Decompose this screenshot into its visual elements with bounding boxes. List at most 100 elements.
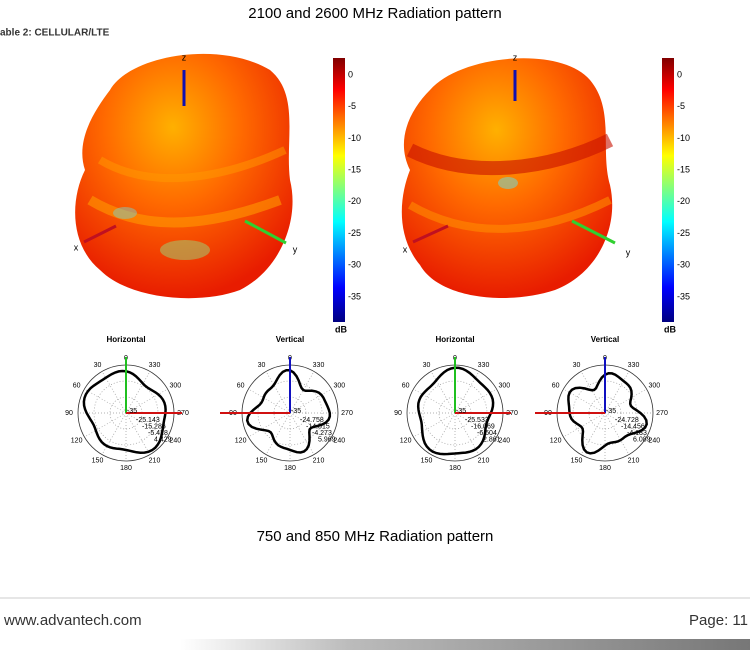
polar-spoke <box>563 412 606 438</box>
section-title: 750 and 850 MHz Radiation pattern <box>257 528 494 545</box>
polar-spoke <box>413 412 456 438</box>
angle-label: 60 <box>73 382 81 389</box>
colorbar-tick: -5 <box>348 101 356 111</box>
axis-label: z <box>513 52 518 62</box>
polar-spoke <box>248 388 291 414</box>
footer-bar <box>180 639 750 650</box>
colorbar-tick: -20 <box>348 196 361 206</box>
angle-label: 300 <box>499 382 511 389</box>
colorbar-tick: -15 <box>677 165 690 175</box>
polar-spoke <box>265 371 291 414</box>
polar-spoke <box>248 412 291 438</box>
footer-url: www.advantech.com <box>3 612 142 629</box>
angle-label: 180 <box>284 465 296 472</box>
angle-label: 210 <box>149 457 161 464</box>
polar-spoke <box>604 412 647 438</box>
axis-label: x <box>74 242 79 252</box>
colorbar-tick: -30 <box>677 260 690 270</box>
angle-label: 60 <box>237 382 245 389</box>
angle-label: 330 <box>628 362 640 369</box>
readout: -14.456 <box>621 423 645 430</box>
polar-spoke <box>125 412 151 455</box>
angle-label: 150 <box>571 457 583 464</box>
readout: 6.089 <box>633 436 651 443</box>
colorbar-tick: 0 <box>677 69 682 79</box>
axis-label: y <box>293 244 298 254</box>
angle-label: 180 <box>599 465 611 472</box>
polar-spoke <box>430 371 456 414</box>
angle-label: 60 <box>402 382 410 389</box>
footer-page: Page: 11 <box>689 612 748 629</box>
colorbar-unit: dB <box>335 324 347 334</box>
colorbar-unit: dB <box>664 324 676 334</box>
polar-spoke <box>604 412 630 455</box>
center-label: -35 <box>291 408 301 415</box>
axis-label: y <box>626 247 631 257</box>
angle-label: 210 <box>478 457 490 464</box>
angle-label: 330 <box>313 362 325 369</box>
polar-spoke <box>265 412 291 455</box>
readout: -16.069 <box>471 423 495 430</box>
angle-label: 90 <box>394 410 402 417</box>
angle-label: 330 <box>149 362 161 369</box>
table-label: able 2: CELLULAR/LTE <box>0 28 110 39</box>
angle-label: 240 <box>334 437 346 444</box>
readout: -5.428 <box>148 430 168 437</box>
angle-label: 240 <box>499 437 511 444</box>
polar-plot: Vertical0306090120150180210240270300330-… <box>220 335 353 472</box>
pattern-3d <box>401 58 674 322</box>
colorbar-tick: 0 <box>348 69 353 79</box>
polar-spoke <box>580 412 606 455</box>
angle-label: 270 <box>656 410 668 417</box>
colorbar-tick: -35 <box>677 291 690 301</box>
pattern-3d <box>75 53 345 322</box>
polar-title: Horizontal <box>435 335 474 344</box>
polar-spoke <box>604 388 647 414</box>
pattern-curve <box>82 369 167 454</box>
angle-label: 120 <box>550 437 562 444</box>
page-title: 2100 and 2600 MHz Radiation pattern <box>248 5 502 22</box>
center-label: -35 <box>127 408 137 415</box>
pattern-curve <box>245 368 332 454</box>
angle-label: 330 <box>478 362 490 369</box>
readout: -6.604 <box>477 430 497 437</box>
polar-spoke <box>289 412 315 455</box>
readout: 4.429 <box>154 436 172 443</box>
center-label: -35 <box>456 408 466 415</box>
polar-spoke <box>430 412 456 455</box>
angle-label: 270 <box>177 410 189 417</box>
angle-label: 270 <box>506 410 518 417</box>
polar-plot: Vertical0306090120150180210240270300330-… <box>535 335 668 472</box>
readout: -25.533 <box>465 417 489 424</box>
angle-label: 300 <box>334 382 346 389</box>
readout: -25.143 <box>136 417 160 424</box>
angle-label: 240 <box>649 437 661 444</box>
angle-label: 210 <box>628 457 640 464</box>
polar-plot: Horizontal030609012015018021024027030033… <box>394 335 518 472</box>
colorbar-tick: -20 <box>677 196 690 206</box>
pattern-curve <box>567 372 648 455</box>
angle-label: 150 <box>92 457 104 464</box>
angle-label: 90 <box>65 410 73 417</box>
polar-spoke <box>454 412 497 438</box>
readout: -15.286 <box>142 423 166 430</box>
angle-label: 120 <box>71 437 83 444</box>
polar-title: Vertical <box>276 335 304 344</box>
polar-spoke <box>125 388 168 414</box>
angle-label: 300 <box>649 382 661 389</box>
axis-label: x <box>403 244 408 254</box>
angle-label: 240 <box>170 437 182 444</box>
axis-label: z <box>182 52 187 62</box>
angle-label: 180 <box>449 465 461 472</box>
colorbar-tick: -30 <box>348 260 361 270</box>
polar-spoke <box>125 412 168 438</box>
polar-title: Horizontal <box>106 335 145 344</box>
angle-label: 180 <box>120 465 132 472</box>
colorbar-tick: -25 <box>348 228 361 238</box>
polar-spoke <box>289 412 332 438</box>
angle-label: 270 <box>341 410 353 417</box>
colorbar-tick: -5 <box>677 101 685 111</box>
readout: -24.728 <box>615 417 639 424</box>
polar-spoke <box>289 371 315 414</box>
colorbar-tick: -25 <box>677 228 690 238</box>
